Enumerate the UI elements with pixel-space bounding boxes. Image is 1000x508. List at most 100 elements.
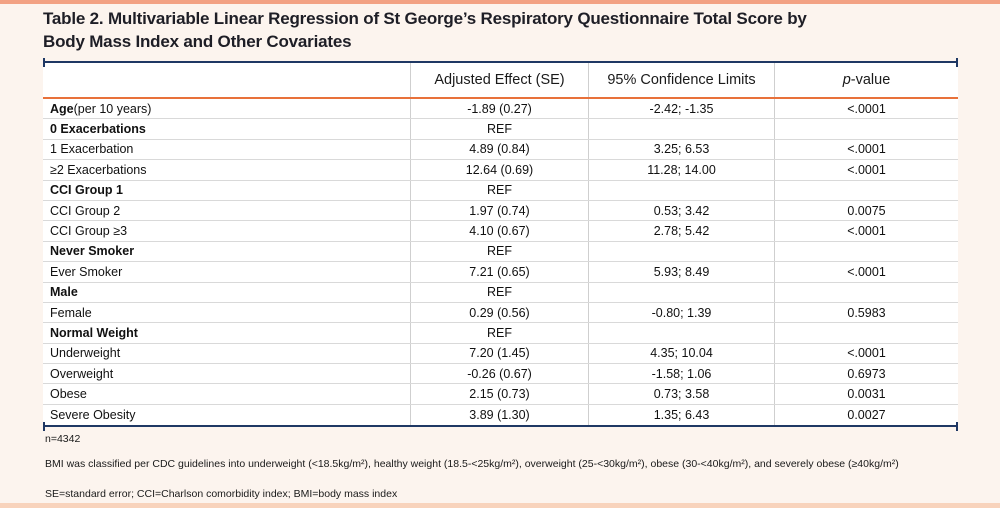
row-label-note: (per 10 years) (73, 101, 152, 116)
row-label: Severe Obesity (50, 408, 136, 423)
page-title-line-1: Table 2. Multivariable Linear Regression… (43, 9, 807, 28)
p-value-cell (774, 180, 958, 200)
p-value-cell: <.0001 (774, 139, 958, 160)
column-header: 95% Confidence Limits (588, 63, 774, 97)
adjusted-effect-cell: REF (410, 180, 588, 200)
confidence-limits-cell: -0.80; 1.39 (588, 302, 774, 323)
adjusted-effect-cell: 3.89 (1.30) (410, 404, 588, 426)
confidence-limits-cell (588, 282, 774, 302)
adjusted-effect-cell: REF (410, 241, 588, 262)
row-label: Never Smoker (50, 244, 135, 259)
row-label: Normal Weight (50, 325, 138, 340)
p-value-cell (774, 282, 958, 302)
table-top-rule (43, 57, 958, 67)
page-title-line-2: Body Mass Index and Other Covariates (43, 32, 352, 51)
row-label-cell: Ever Smoker (43, 262, 410, 281)
footnote-bmi-classification: BMI was classified per CDC guidelines in… (45, 458, 899, 470)
footnote-abbreviations: SE=standard error; CCI=Charlson comorbid… (45, 488, 398, 500)
row-label: 0 Exacerbations (50, 122, 146, 137)
confidence-limits-cell: 5.93; 8.49 (588, 262, 774, 282)
column-header: Adjusted Effect (SE) (410, 63, 588, 97)
row-label: CCI Group ≥3 (50, 224, 128, 239)
confidence-limits-cell: 1.35; 6.43 (588, 404, 774, 426)
row-label-cell: Obese (43, 384, 410, 403)
adjusted-effect-cell: -1.89 (0.27) (410, 99, 588, 119)
row-label-cell: Never Smoker (43, 242, 410, 261)
confidence-limits-cell (588, 241, 774, 262)
row-label: Male (50, 285, 78, 300)
row-label-cell: Overweight (43, 364, 410, 383)
table-row: Never Smoker REF (43, 241, 958, 263)
table-bottom-rule (43, 421, 958, 431)
confidence-limits-cell: -1.58; 1.06 (588, 364, 774, 384)
p-value-cell: <.0001 (774, 343, 958, 364)
confidence-limits-cell: 0.53; 3.42 (588, 200, 774, 221)
p-value-cell: <.0001 (774, 221, 958, 241)
table-row: CCI Group 2 1.97 (0.74) 0.53; 3.42 0.0075 (43, 200, 958, 222)
p-value-cell: <.0001 (774, 99, 958, 119)
header-underline-rule (43, 97, 958, 99)
p-value-cell: 0.0027 (774, 404, 958, 426)
table-row: Female 0.29 (0.56) -0.80; 1.39 0.5983 (43, 302, 958, 324)
adjusted-effect-cell: 4.10 (0.67) (410, 221, 588, 241)
adjusted-effect-cell: 7.21 (0.65) (410, 262, 588, 282)
adjusted-effect-cell: 7.20 (1.45) (410, 343, 588, 364)
adjusted-effect-cell: -0.26 (0.67) (410, 364, 588, 384)
table-row: Overweight -0.26 (0.67) -1.58; 1.06 0.6973 (43, 364, 958, 385)
page-title: Table 2. Multivariable Linear Regression… (43, 7, 958, 53)
adjusted-effect-cell: 0.29 (0.56) (410, 302, 588, 323)
table-row: CCI Group 1 REF (43, 180, 958, 201)
p-value-cell: 0.0031 (774, 384, 958, 404)
table-row: Male REF (43, 282, 958, 303)
table-row: Obese 2.15 (0.73) 0.73; 3.58 0.0031 (43, 384, 958, 405)
p-value-cell (774, 241, 958, 262)
p-value-cell: 0.6973 (774, 364, 958, 384)
row-label: Ever Smoker (50, 264, 123, 279)
table-row: Ever Smoker 7.21 (0.65) 5.93; 8.49 <.0001 (43, 262, 958, 283)
row-label-cell: CCI Group 2 (43, 201, 410, 220)
row-label: Underweight (50, 346, 121, 361)
table-row: Normal Weight REF (43, 323, 958, 344)
confidence-limits-cell: 2.78; 5.42 (588, 221, 774, 241)
row-label-cell: 0 Exacerbations (43, 119, 410, 138)
table-row: CCI Group ≥3 4.10 (0.67) 2.78; 5.42 <.0001 (43, 221, 958, 242)
row-label-cell: ≥2 Exacerbations (43, 160, 410, 179)
row-label-cell: Normal Weight (43, 323, 410, 342)
adjusted-effect-cell: REF (410, 282, 588, 302)
confidence-limits-cell: 4.35; 10.04 (588, 343, 774, 364)
row-label-cell: CCI Group 1 (43, 181, 410, 200)
adjusted-effect-cell: REF (410, 119, 588, 139)
table-row: Age (per 10 years) -1.89 (0.27) -2.42; -1.… (43, 99, 958, 120)
p-value-cell: 0.0075 (774, 200, 958, 221)
confidence-limits-cell: 0.73; 3.58 (588, 384, 774, 404)
p-value-cell (774, 323, 958, 343)
p-value-cell (774, 119, 958, 139)
table-row: Severe Obesity 3.89 (1.30) 1.35; 6.43 0.002… (43, 404, 958, 426)
table-row: 0 Exacerbations REF (43, 119, 958, 140)
row-label: Obese (50, 387, 87, 402)
p-value-cell: 0.5983 (774, 302, 958, 323)
confidence-limits-cell (588, 119, 774, 139)
table-row: 1 Exacerbation 4.89 (0.84) 3.25; 6.53 <.000… (43, 139, 958, 161)
confidence-limits-cell: 3.25; 6.53 (588, 139, 774, 160)
row-label: ≥2 Exacerbations (50, 162, 147, 177)
confidence-limits-cell: -2.42; -1.35 (588, 99, 774, 119)
row-label: 1 Exacerbation (50, 142, 134, 157)
confidence-limits-cell: 11.28; 14.00 (588, 160, 774, 180)
p-value-cell: <.0001 (774, 160, 958, 180)
row-label-cell: Severe Obesity (43, 405, 410, 425)
p-value-cell: <.0001 (774, 262, 958, 282)
column-header (43, 63, 410, 97)
row-label: Female (50, 305, 92, 320)
confidence-limits-cell (588, 180, 774, 200)
regression-table: Adjusted Effect (SE) 95% Confidence Limit… (43, 57, 958, 431)
adjusted-effect-cell: 12.64 (0.69) (410, 160, 588, 180)
row-label-cell: Female (43, 303, 410, 322)
row-label-cell: Age (per 10 years) (43, 99, 410, 118)
row-label-cell: Male (43, 283, 410, 302)
bottom-accent-bar (0, 503, 1000, 508)
table-row: Underweight 7.20 (1.45) 4.35; 10.04 <.0001 (43, 343, 958, 365)
adjusted-effect-cell: 1.97 (0.74) (410, 200, 588, 221)
row-label-cell: Underweight (43, 344, 410, 363)
